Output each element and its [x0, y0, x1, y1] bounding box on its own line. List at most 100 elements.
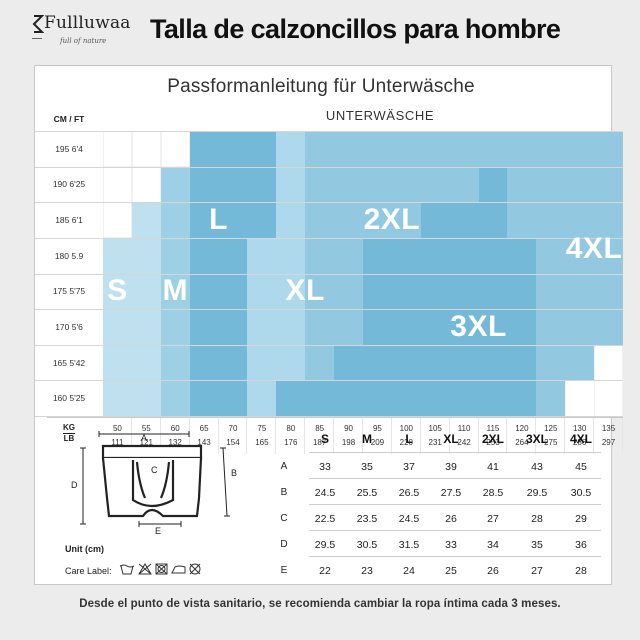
grid-cell — [189, 202, 220, 239]
grid-cell — [218, 131, 248, 168]
grid-cell — [536, 309, 566, 346]
table-cell: 35 — [531, 539, 543, 551]
grid-cell — [218, 202, 248, 239]
weight-lb: 231 — [428, 438, 442, 447]
grid-cell — [565, 309, 595, 346]
table-cell: 35 — [361, 461, 373, 473]
weight-kg: 90 — [344, 424, 353, 433]
table-column-header: 3XL — [525, 432, 548, 446]
weight-label: 115 253 — [479, 418, 508, 454]
grid-cell — [160, 166, 191, 203]
height-label: 180 5.9 — [54, 250, 84, 261]
grid-cell — [189, 166, 220, 203]
grid-cell — [391, 237, 422, 274]
grid-cell — [276, 166, 306, 203]
grid-cell — [363, 202, 393, 239]
table-cell: 22.5 — [314, 513, 336, 525]
grid-cell — [449, 202, 480, 239]
grid-cell — [536, 380, 566, 417]
weight-label: 70 154 — [219, 418, 248, 454]
grid-cell — [507, 237, 537, 274]
grid-cell — [391, 131, 422, 168]
dim-label-a: A — [141, 433, 147, 443]
grid-cell — [218, 309, 248, 346]
weight-lb: 220 — [399, 438, 413, 447]
grid-cell — [449, 237, 480, 274]
grid-cell — [160, 344, 191, 381]
table-row: B 24.5 25.5 26.5 27.5 28.5 29.5 30.5 — [275, 482, 605, 506]
grid-cell — [478, 237, 508, 274]
grid-cell — [565, 166, 595, 203]
height-label: 160 5'25 — [52, 393, 86, 404]
grid-cell — [334, 202, 364, 239]
weight-kg: 75 — [257, 424, 267, 433]
grid-cell — [305, 380, 335, 417]
brand-mark-icon — [32, 15, 44, 33]
weight-label: 110 242 — [450, 418, 479, 454]
grid-cell — [218, 166, 248, 203]
grid-cell — [565, 380, 595, 417]
weight-lb: 297 — [601, 438, 616, 447]
table-cell: 28 — [531, 513, 543, 525]
weight-lb: 176 — [284, 438, 298, 447]
weight-label: 50 111 — [103, 418, 132, 454]
grid-cell — [536, 273, 566, 310]
grid-cell — [478, 380, 508, 417]
underwear-diagram: A B C D E — [71, 431, 237, 536]
table-cell: 45 — [575, 461, 587, 473]
size-label-4xl: 4XL — [565, 231, 623, 265]
size-label-m: M — [162, 274, 188, 308]
grid-cell — [103, 202, 133, 239]
grid-cell — [391, 166, 422, 203]
weight-lb: 132 — [168, 438, 182, 447]
wash-30-icon — [119, 564, 135, 575]
grid-cell — [131, 237, 162, 274]
weight-lb: 209 — [370, 438, 385, 447]
grid-cell — [131, 202, 162, 239]
grid-cell — [594, 237, 624, 274]
grid-cell — [420, 344, 451, 381]
grid-cell — [565, 202, 595, 239]
table-cell: 22 — [319, 565, 331, 577]
table-cell: 25 — [445, 565, 457, 577]
grid-cell — [189, 273, 220, 310]
grid-cell — [420, 273, 451, 310]
chart-title: Passformanleitung für Unterwäsche — [167, 76, 475, 97]
weight-lb: 286 — [572, 438, 587, 447]
grid-cell — [594, 131, 624, 168]
grid-cell — [131, 309, 162, 346]
grid-cell — [391, 344, 422, 381]
table-cell: 24 — [403, 565, 415, 577]
grid-cell — [247, 380, 277, 417]
weight-lb: 242 — [457, 438, 471, 447]
grid-cell — [420, 380, 451, 417]
grid-cell — [363, 131, 393, 168]
grid-cell — [565, 237, 595, 274]
grid-cell — [449, 309, 480, 346]
grid-cell — [103, 237, 133, 274]
table-cell: 33 — [319, 461, 331, 473]
grid-cell — [189, 131, 220, 168]
table-cell: 26.5 — [398, 487, 420, 499]
grid-cell — [391, 380, 422, 417]
weight-kg: 135 — [601, 424, 616, 433]
grid-cell — [334, 273, 364, 310]
grid-cell — [247, 273, 277, 310]
height-label: 175 5'75 — [52, 286, 86, 297]
table-cell: 27.5 — [440, 487, 462, 499]
grid-cell — [507, 309, 537, 346]
grid-cell — [103, 166, 133, 203]
table-cell: 28 — [575, 565, 587, 577]
table-cell: 39 — [445, 461, 457, 473]
grid-cell — [536, 202, 566, 239]
grid-cell — [594, 166, 624, 203]
grid-cell — [218, 273, 248, 310]
grid-cell — [536, 166, 566, 203]
care-icons — [119, 563, 201, 575]
table-row-label: B — [280, 487, 288, 498]
grid-cell — [594, 273, 624, 310]
grid-cell — [507, 273, 537, 310]
grid-cell — [305, 202, 335, 239]
grid-cell — [218, 380, 248, 417]
grid-cell — [565, 131, 595, 168]
